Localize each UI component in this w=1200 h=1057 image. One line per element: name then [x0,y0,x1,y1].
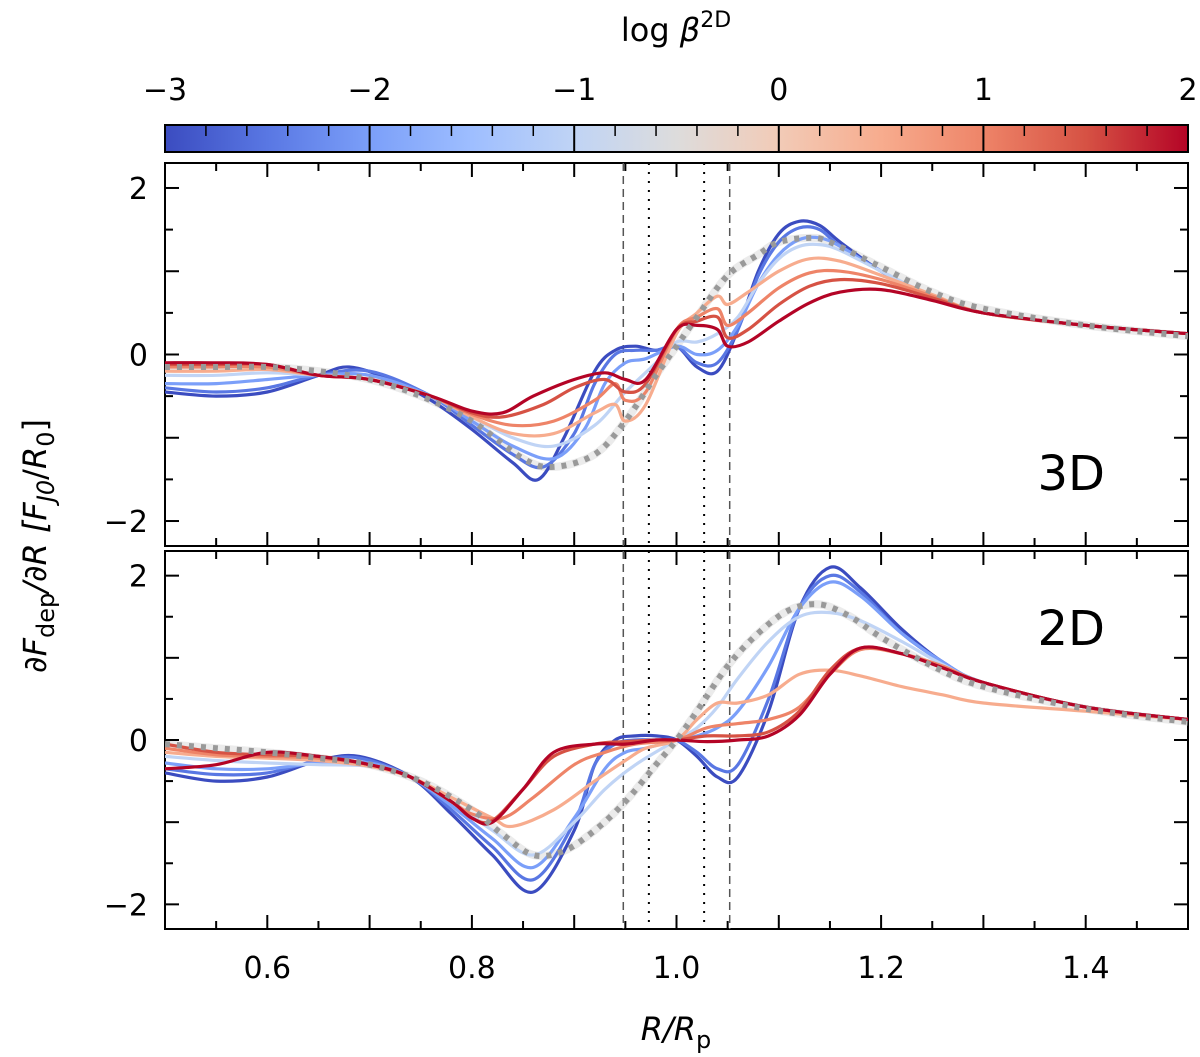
reference-band [165,233,1188,472]
panel-2d: −2 0 2 2D [104,550,1189,930]
axis-ticks: −2 0 2 [104,551,1189,929]
colorbar-tick-label: −2 [347,73,391,108]
series-line [165,573,1188,882]
y-tick-label: −2 [104,505,148,540]
axis-ticks: −2 0 2 [104,163,1189,546]
y-axis-title: ∂Fdep/∂R [FJ0/R0] [16,419,60,673]
panel-label: 3D [1038,446,1106,502]
colorbar-tick-label: 2 [1178,73,1197,108]
vertical-lines [622,163,731,546]
x-tick-label: 1.4 [1062,951,1110,986]
colorbar-ticks: −3 −2 −1 0 1 2 [143,73,1198,152]
reference-line [165,234,1188,471]
colorbar-tick-label: −3 [143,73,187,108]
panel-3d: −2 0 2 3D [104,162,1189,547]
x-tick-label: 0.6 [243,951,291,986]
series-line [165,645,1188,826]
x-tick-labels: 0.6 0.8 1.0 1.2 1.4 [243,951,1109,986]
y-tick-label: 0 [129,724,148,759]
x-axis-title: R/Rp [641,1010,711,1054]
colorbar: log β2D −3 −2 −1 0 1 2 [143,8,1198,153]
y-tick-label: 0 [129,339,148,374]
series-line [165,580,1188,870]
series-group [165,565,1188,894]
y-tick-label: 2 [129,172,148,207]
x-tick-label: 0.8 [448,951,496,986]
colorbar-tick-label: −1 [552,73,596,108]
y-tick-label: 2 [129,560,148,595]
plot-frame [164,162,1189,547]
colorbar-tick-label: 0 [769,73,788,108]
y-tick-label: −2 [104,888,148,923]
series-line [165,668,1188,829]
colorbar-title: log β2D [621,8,731,49]
x-tick-label: 1.0 [653,951,701,986]
series-line [165,565,1188,894]
colorbar-tick-label: 1 [974,73,993,108]
series-group [165,219,1188,482]
reference-line [165,601,1188,860]
reference-band [165,600,1188,861]
panel-label: 2D [1038,601,1106,657]
colorbar-gradient [164,124,1189,153]
x-tick-label: 1.2 [857,951,905,986]
